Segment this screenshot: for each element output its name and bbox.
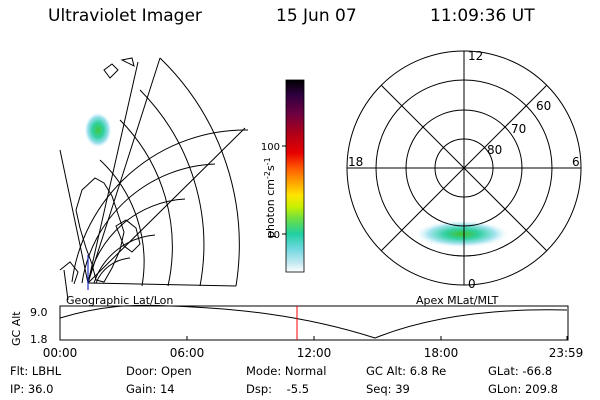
instrument-title: Ultraviolet Imager — [48, 6, 202, 26]
info-gain: Gain: 14 — [126, 382, 175, 396]
info-mode: Mode: Normal — [246, 364, 327, 378]
mlt-label-12: 12 — [468, 49, 483, 63]
time-label: 11:09:36 UT — [430, 6, 535, 26]
altitude-frame — [59, 305, 569, 341]
colorbar-tick-label-10: 10 — [267, 230, 280, 241]
altitude-ytick-low: 1.8 — [30, 333, 48, 346]
coastline-tick — [63, 269, 69, 301]
date-label: 15 Jun 07 — [276, 6, 357, 26]
mlt-label-18: 18 — [348, 155, 363, 169]
mlat-label-80: 80 — [487, 143, 502, 157]
meridian-3 — [87, 282, 237, 287]
lat-arc-4 — [93, 234, 156, 284]
meridian-4 — [59, 149, 89, 284]
xtick-2359: 23:59 — [549, 346, 584, 360]
mlt-line-diag-2 — [380, 84, 548, 252]
polar-plot: 12 18 6 0 60 70 80 — [346, 49, 582, 291]
colorbar-gradient — [285, 79, 305, 273]
info-gc-alt: GC Alt: 6.8 Re — [366, 364, 447, 378]
info-glon: GLon: 209.8 — [488, 382, 558, 396]
mlat-label-60: 60 — [536, 99, 551, 113]
meridian-1 — [87, 57, 161, 284]
coastline-island — [115, 219, 141, 253]
arc-c — [119, 119, 173, 287]
lat-arc-5 — [95, 257, 131, 284]
mlt-label-0: 0 — [468, 277, 476, 291]
altitude-curve — [59, 304, 568, 339]
info-ip: IP: 36.0 — [10, 382, 54, 396]
xtick-0000: 00:00 — [43, 346, 78, 360]
info-glat: GLat: -66.8 — [488, 364, 553, 378]
geo-panel-label: Geographic Lat/Lon — [66, 294, 174, 307]
info-dsp: Dsp: -5.5 — [246, 382, 310, 396]
coastline-greenland — [75, 177, 125, 283]
altitude-ylabel: GC Alt — [10, 311, 23, 346]
meridian-2 — [87, 127, 246, 284]
arc-b — [139, 89, 205, 287]
info-seq: Seq: 39 — [366, 382, 410, 396]
arc-d — [99, 159, 145, 287]
colorbar-unit-label: photon cm-2s-1 — [263, 157, 277, 238]
altitude-ytick-high: 9.0 — [30, 306, 48, 319]
xtick-1800: 18:00 — [424, 346, 459, 360]
mlat-label-70: 70 — [511, 122, 526, 136]
polar-panel-label: Apex MLat/MLT — [416, 294, 499, 307]
aurora-oval-polar — [414, 220, 510, 248]
altitude-plot: GC Alt 9.0 1.8 00:00 06:00 12:00 18:00 2… — [10, 304, 584, 360]
info-flt: Flt: LBHL — [10, 364, 62, 378]
xtick-1200: 12:00 — [297, 346, 332, 360]
xtick-0600: 06:00 — [170, 346, 205, 360]
coastline-north-2 — [120, 57, 135, 67]
outer-arc — [159, 57, 240, 287]
geographic-map — [59, 57, 249, 301]
coastline-north-1 — [103, 63, 119, 79]
lat-arc-1 — [71, 129, 249, 283]
meridian-5 — [87, 61, 139, 284]
colorbar-tick-label-100: 100 — [261, 142, 280, 153]
info-door: Door: Open — [126, 364, 192, 378]
mlt-label-6: 6 — [572, 155, 580, 169]
aurora-spot-geo — [84, 112, 112, 148]
colorbar: 100 10 photon cm-2s-1 — [261, 79, 305, 273]
coastline-west — [59, 261, 79, 285]
